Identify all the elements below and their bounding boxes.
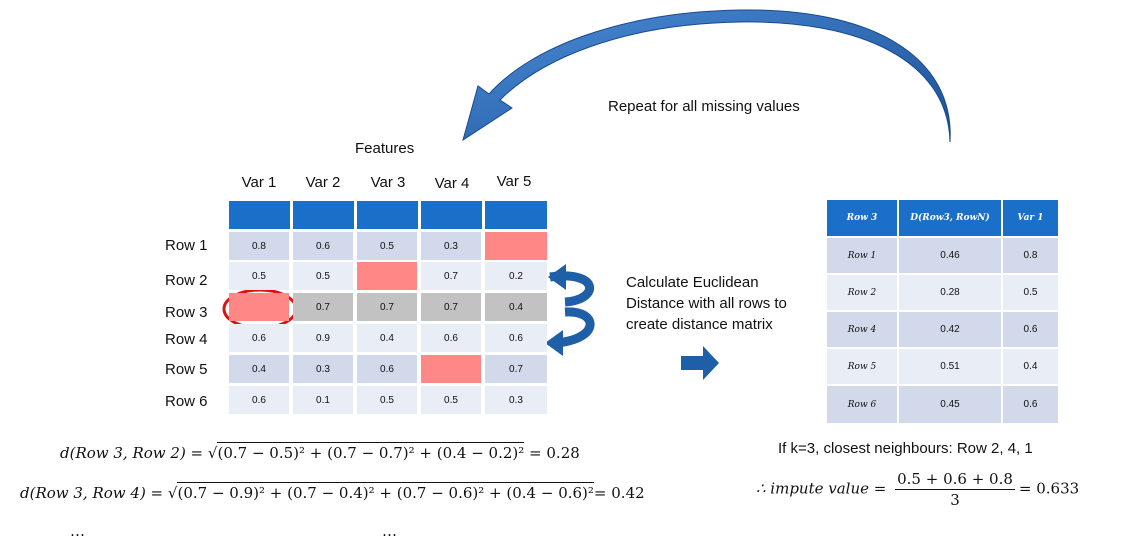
table-header-cell [229, 201, 290, 229]
distance-header-row3: Row 3 [827, 200, 897, 236]
distance-row-label: Row 5 [827, 349, 897, 384]
row-label-3: Row 3 [165, 304, 208, 321]
row-label-5: Row 5 [165, 361, 208, 378]
table-cell: 0.9 [293, 324, 353, 352]
distance-row-label: Row 1 [827, 238, 897, 273]
missing-cell [229, 293, 289, 321]
calculate-distance-line: create distance matrix [626, 316, 773, 333]
ellipsis: … [382, 522, 397, 540]
table-cell: 0.6 [229, 324, 289, 352]
column-header-var4: Var 4 [434, 175, 470, 192]
table-cell: 0.8 [229, 232, 289, 260]
formula-result: = 0.28 [524, 444, 580, 462]
column-header-var5: Var 5 [496, 173, 532, 190]
table-cell: 0.4 [485, 293, 547, 321]
distance-value: 0.42 [899, 312, 1001, 347]
table-cell: 0.6 [421, 324, 481, 352]
formula-lhs: d(Row 3, Row 2) = [60, 444, 208, 462]
neighbours-text: If k=3, closest neighbours: Row 2, 4, 1 [778, 440, 1033, 457]
table-header-cell [293, 201, 354, 229]
formula-radicand: (0.7 − 0.5)² + (0.7 − 0.7)² + (0.4 − 0.2… [217, 442, 525, 462]
distance-var1-value: 0.4 [1003, 349, 1058, 384]
formula-radicand: (0.7 − 0.9)² + (0.7 − 0.4)² + (0.7 − 0.6… [177, 482, 594, 502]
table-cell: 0.7 [293, 293, 353, 321]
impute-lhs: ∴ impute value = [756, 479, 892, 498]
table-cell: 0.3 [293, 355, 353, 383]
repeat-annotation: Repeat for all missing values [608, 98, 800, 115]
table-cell: 0.1 [293, 386, 353, 414]
missing-cell [485, 232, 547, 260]
ellipsis: … [70, 522, 85, 540]
distance-row-label: Row 2 [827, 275, 897, 310]
table-cell: 0.6 [229, 386, 289, 414]
table-cell: 0.7 [485, 355, 547, 383]
row-label-4: Row 4 [165, 331, 208, 348]
table-cell: 0.5 [357, 232, 417, 260]
row-label-6: Row 6 [165, 393, 208, 410]
table-cell: 0.6 [485, 324, 547, 352]
distance-value: 0.28 [899, 275, 1001, 310]
impute-formula: ∴ impute value = 0.5 + 0.6 + 0.8 3 = 0.633 [756, 470, 1079, 509]
distance-var1-value: 0.6 [1003, 386, 1058, 423]
sqrt-sign: √ [167, 484, 178, 502]
impute-result: = 0.633 [1018, 479, 1080, 498]
missing-cell [357, 262, 417, 290]
distance-formula-row4: d(Row 3, Row 4) = √(0.7 − 0.9)² + (0.7 −… [20, 482, 645, 502]
distance-header-var1: Var 1 [1003, 200, 1058, 236]
table-header-cell [421, 201, 482, 229]
impute-numerator: 0.5 + 0.6 + 0.8 [895, 470, 1015, 490]
impute-denominator: 3 [950, 491, 960, 509]
distance-value: 0.46 [899, 238, 1001, 273]
loop-arrows [545, 264, 595, 356]
table-cell: 0.2 [485, 262, 547, 290]
table-cell: 0.4 [357, 324, 417, 352]
formula-result: = 0.42 [593, 484, 645, 502]
table-cell: 0.3 [485, 386, 547, 414]
right-block-arrow [681, 346, 719, 380]
distance-formula-row2: d(Row 3, Row 2) = √(0.7 − 0.5)² + (0.7 −… [60, 442, 580, 462]
distance-value: 0.45 [899, 386, 1001, 423]
calculate-distance-line: Distance with all rows to [626, 295, 787, 312]
calculate-distance-line: Calculate Euclidean [626, 274, 759, 291]
table-cell: 0.5 [293, 262, 353, 290]
repeat-curved-arrow [462, 9, 951, 143]
distance-var1-value: 0.5 [1003, 275, 1058, 310]
table-header-cell [357, 201, 418, 229]
table-header-cell [485, 201, 547, 229]
row-label-2: Row 2 [165, 272, 208, 289]
distance-var1-value: 0.6 [1003, 312, 1058, 347]
table-cell: 0.5 [421, 386, 481, 414]
distance-header-d: D(Row3, RowN) [899, 200, 1001, 236]
table-cell: 0.4 [229, 355, 289, 383]
table-cell: 0.5 [357, 386, 417, 414]
column-header-var1: Var 1 [241, 174, 277, 191]
features-title: Features [355, 140, 415, 157]
table-cell: 0.7 [421, 262, 481, 290]
table-cell: 0.5 [229, 262, 289, 290]
table-cell: 0.7 [421, 293, 481, 321]
table-cell: 0.6 [293, 232, 353, 260]
sqrt-sign: √ [207, 444, 218, 462]
missing-cell [421, 355, 481, 383]
distance-var1-value: 0.8 [1003, 238, 1058, 273]
table-cell: 0.6 [357, 355, 417, 383]
column-header-var2: Var 2 [305, 174, 341, 191]
distance-value: 0.51 [899, 349, 1001, 384]
table-cell: 0.3 [421, 232, 481, 260]
distance-row-label: Row 6 [827, 386, 897, 423]
calculate-distance-text: Calculate Euclidean Distance with all ro… [626, 272, 787, 335]
distance-row-label: Row 4 [827, 312, 897, 347]
row-label-1: Row 1 [165, 237, 208, 254]
impute-fraction: 0.5 + 0.6 + 0.8 3 [895, 470, 1015, 509]
table-cell: 0.7 [357, 293, 417, 321]
column-header-var3: Var 3 [370, 174, 406, 191]
formula-lhs: d(Row 3, Row 4) = [20, 484, 168, 502]
